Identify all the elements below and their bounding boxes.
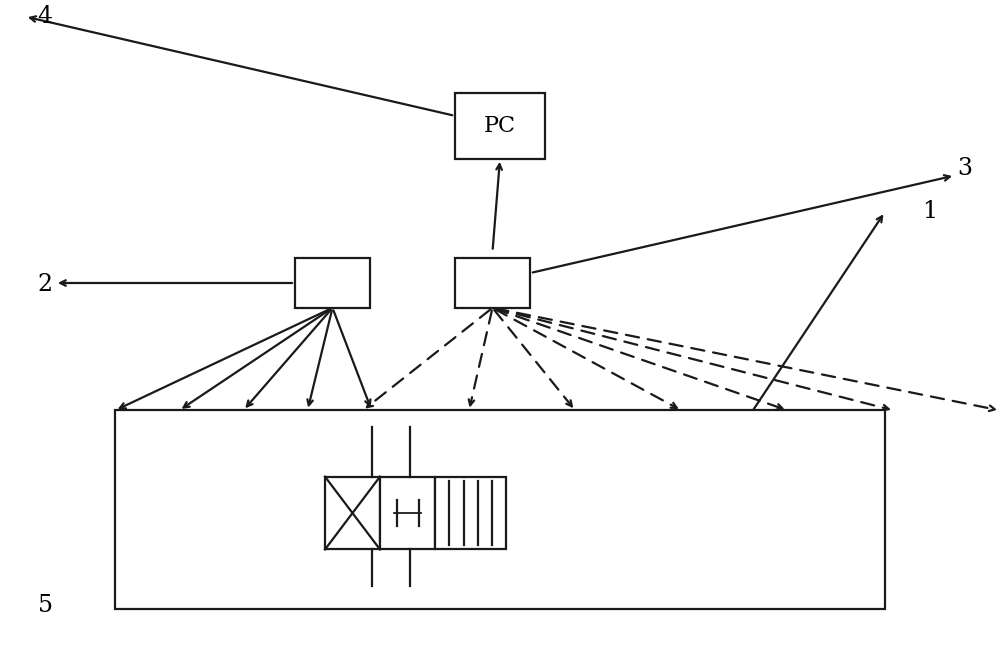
Bar bbox=[455, 93, 545, 159]
Bar bbox=[325, 477, 380, 549]
Bar bbox=[455, 258, 530, 308]
Text: PC: PC bbox=[484, 115, 516, 137]
Bar bbox=[115, 410, 885, 609]
Text: 2: 2 bbox=[37, 273, 53, 296]
Text: 3: 3 bbox=[958, 158, 972, 180]
Bar bbox=[295, 258, 370, 308]
Text: 5: 5 bbox=[38, 594, 52, 617]
Text: 1: 1 bbox=[922, 201, 938, 223]
Bar bbox=[380, 477, 435, 549]
Bar bbox=[435, 477, 506, 549]
Text: 4: 4 bbox=[37, 5, 53, 28]
